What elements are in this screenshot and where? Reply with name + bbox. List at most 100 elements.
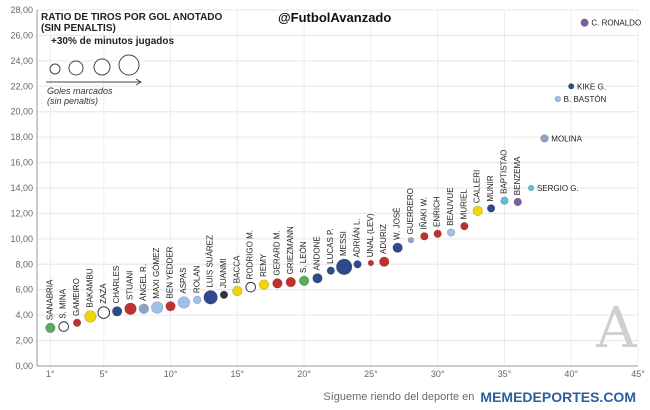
data-point — [203, 290, 218, 305]
data-point — [258, 279, 270, 290]
point-label: CHARLES — [112, 266, 121, 304]
data-point — [219, 290, 229, 299]
y-tick-label: 0,00 — [15, 361, 33, 371]
chart-title-line1: RATIO DE TIROS POR GOL ANOTADO — [41, 12, 223, 23]
point-label: ENRICH — [433, 196, 442, 227]
point-label: MURIEL — [459, 189, 468, 220]
data-point — [528, 184, 535, 192]
footer-banner[interactable]: Sígueme riendo del deporte en MEMEDEPORT… — [0, 384, 650, 410]
data-point — [367, 259, 374, 267]
y-tick-label: 16,00 — [10, 158, 33, 168]
x-tick-label: 35° — [498, 369, 512, 379]
y-tick-label: 24,00 — [10, 56, 33, 66]
data-point — [72, 318, 82, 327]
point-label: BAPTISTAO — [499, 150, 508, 194]
data-point — [486, 204, 496, 213]
footer-site-link[interactable]: MEMEDEPORTES.COM — [480, 389, 636, 405]
data-point — [45, 322, 56, 333]
point-label: RODRIGO M. — [246, 230, 255, 279]
point-label: BAKAMBU — [85, 268, 94, 307]
y-tick-label: 18,00 — [10, 132, 33, 142]
grid-lines — [37, 9, 639, 367]
point-label: SERGIO G. — [537, 184, 579, 193]
axes: 0,00 2,00 4,00 6,00 8,00 10,00 12,00 14,00 16,00… — [10, 5, 645, 379]
data-point — [151, 301, 164, 314]
data-point — [513, 197, 522, 207]
data-point — [420, 232, 429, 241]
point-label: SANABRIA — [45, 279, 54, 320]
point-label: LUIS SUÁREZ — [206, 235, 215, 288]
data-point — [580, 18, 589, 27]
data-point — [165, 301, 176, 312]
data-point — [568, 83, 575, 90]
data-point — [446, 228, 456, 237]
x-tick-label: 30° — [431, 369, 445, 379]
point-label: UNAL (LEV) — [366, 213, 375, 257]
data-point — [379, 256, 390, 267]
y-tick-label: 12,00 — [10, 208, 33, 218]
data-point — [353, 260, 362, 269]
y-tick-label: 4,00 — [15, 310, 33, 320]
point-label: MESSI — [339, 231, 348, 256]
point-label: BEAUVUE — [446, 187, 455, 225]
data-point — [58, 321, 70, 332]
data-point — [124, 302, 137, 315]
y-tick-label: 20,00 — [10, 107, 33, 117]
watermark-logo: A — [596, 296, 637, 361]
size-legend-arrowhead — [135, 78, 142, 86]
point-label: LUCAS P. — [326, 228, 335, 263]
footer-text: Sígueme riendo del deporte en — [323, 391, 475, 403]
point-label: B. BASTÓN — [564, 95, 607, 104]
point-label: GRIEZMANN — [286, 226, 295, 274]
data-point — [272, 278, 283, 289]
data-point — [285, 276, 296, 288]
point-label: JUANMI — [219, 258, 228, 288]
point-label: STUANI — [125, 271, 134, 300]
point-label: ANDONE — [312, 236, 321, 270]
point-label: MAXI GÓMEZ — [152, 247, 161, 298]
data-point — [112, 306, 123, 317]
y-tick-label: 14,00 — [10, 183, 33, 193]
point-label: C. RONALDO — [591, 19, 641, 28]
point-label: GUERRERO — [406, 188, 415, 234]
point-label: KIKE G. — [577, 82, 606, 91]
y-tick-label: 22,00 — [10, 81, 33, 91]
y-tick-label: 6,00 — [15, 285, 33, 295]
size-legend-label-line1: Goles marcados — [47, 86, 113, 96]
point-label: ROLAN — [192, 265, 201, 293]
point-label: MOLINA — [551, 134, 582, 143]
size-legend-circle-2 — [68, 60, 84, 76]
data-point — [472, 205, 483, 216]
point-label: CALLERI — [473, 170, 482, 203]
data-point — [433, 229, 442, 238]
x-tick-label: 40° — [564, 369, 578, 379]
data-point — [232, 285, 243, 297]
size-legend: Goles marcados (sin penaltis) — [46, 54, 142, 106]
x-tick-label: 25° — [364, 369, 378, 379]
filter-note: +30% de minutos jugados — [51, 36, 175, 47]
point-label: ÁNGEL R. — [139, 264, 148, 301]
data-point — [392, 242, 403, 253]
data-point — [245, 281, 256, 293]
x-tick-label: 20° — [297, 369, 311, 379]
handle: @FutbolAvanzado — [278, 10, 391, 25]
point-label: GAMEIRO — [72, 278, 81, 316]
x-tick-label: 5° — [99, 369, 108, 379]
chart-title-line2: (SIN PENALTIS) — [41, 23, 116, 34]
y-tick-label: 2,00 — [15, 336, 33, 346]
data-point — [84, 310, 97, 323]
point-label: BACCA — [232, 255, 241, 283]
data-point — [97, 306, 111, 319]
point-label: REMY — [259, 253, 268, 277]
data-point — [177, 296, 191, 309]
point-label: S. LEÓN — [299, 241, 308, 273]
size-legend-label-line2: (sin penaltis) — [47, 96, 98, 106]
data-point — [336, 258, 353, 275]
point-label: ADRIÁN L. — [353, 218, 362, 257]
point-label: MUNIR — [486, 175, 495, 201]
data-point — [312, 273, 323, 284]
data-points: SANABRIA S. MINA GAMEIRO BAKAMBU ZAZA CHARLES… — [45, 18, 641, 333]
x-tick-label: 45° — [631, 369, 645, 379]
point-label: ASPAS — [179, 268, 188, 294]
